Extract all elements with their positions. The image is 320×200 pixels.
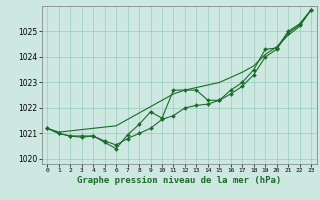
X-axis label: Graphe pression niveau de la mer (hPa): Graphe pression niveau de la mer (hPa) bbox=[77, 176, 281, 185]
